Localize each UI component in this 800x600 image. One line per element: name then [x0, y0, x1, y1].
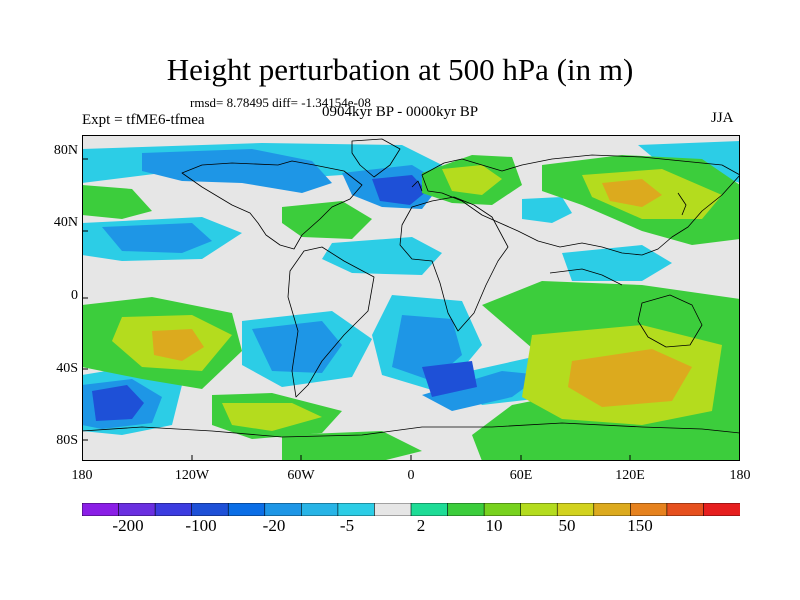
- page-title: Height perturbation at 500 hPa (in m): [166, 52, 634, 87]
- colorbar-label-150: 150: [627, 516, 653, 535]
- colorbar-swatch: [118, 503, 156, 516]
- colorbar-label-neg200: -200: [112, 516, 144, 535]
- lon-tick-180w: 180: [71, 468, 93, 483]
- colorbar-swatch: [264, 503, 303, 516]
- stats-line: rmsd= 8.78495 diff= -1.34154e-08: [190, 95, 371, 110]
- indonesia-outline: [549, 268, 623, 286]
- height-perturbation-map: [82, 135, 740, 461]
- colorbar-swatch: [447, 503, 485, 516]
- lat-tick-0: 0: [71, 288, 78, 303]
- japan-outline: [677, 192, 687, 216]
- australia-outline: [637, 294, 703, 348]
- colorbar-swatch: [191, 503, 230, 516]
- colorbar-swatch: [630, 503, 668, 516]
- lon-tick-120w: 120W: [174, 468, 210, 483]
- colorbar-swatch: [593, 503, 632, 516]
- colorbar-swatch: [666, 503, 705, 516]
- lon-tick-180e: 180: [729, 468, 751, 483]
- field-strong-positive: [152, 179, 692, 407]
- colorbar-label-neg5: -5: [339, 516, 355, 535]
- colorbar: [82, 503, 740, 516]
- period-label: 0904kyr BP - 0000kyr BP: [322, 104, 479, 120]
- colorbar-swatch: [154, 503, 193, 516]
- colorbar-swatch: [703, 503, 740, 516]
- lon-tick-0: 0: [407, 468, 415, 483]
- colorbar-label-neg100: -100: [185, 516, 217, 535]
- colorbar-swatch: [374, 503, 412, 516]
- north-america-outline: [181, 160, 363, 250]
- coastlines: [82, 138, 740, 438]
- colorbar-swatch: [410, 503, 449, 516]
- field-strong-negative: [92, 175, 477, 421]
- lon-tick-60e: 60E: [509, 468, 533, 483]
- lon-tick-120e: 120E: [615, 468, 645, 483]
- colorbar-swatch: [82, 503, 120, 516]
- british-isles-outline: [411, 180, 423, 192]
- lon-tick-60w: 60W: [287, 468, 315, 483]
- eurasia-outline: [421, 154, 740, 256]
- lat-tick-40s: 40S: [56, 361, 78, 376]
- colorbar-label-neg20: -20: [262, 516, 286, 535]
- lat-tick-40n: 40N: [53, 215, 78, 230]
- experiment-label: Expt = tfME6-tfmea: [82, 112, 205, 128]
- antarctica-outline: [82, 422, 740, 438]
- colorbar-label-2: 2: [416, 516, 426, 535]
- south-america-outline: [287, 246, 375, 398]
- colorbar-swatch: [227, 503, 266, 516]
- season-label: JJA: [711, 110, 734, 126]
- africa-outline: [399, 196, 509, 332]
- lat-tick-80s: 80S: [56, 433, 78, 448]
- colorbar-label-10: 10: [485, 516, 503, 535]
- colorbar-label-50: 50: [558, 516, 576, 535]
- colorbar-swatch: [483, 503, 522, 516]
- colorbar-swatch: [301, 503, 339, 516]
- map-ticks: [82, 158, 631, 461]
- colorbar-swatch: [520, 503, 559, 516]
- colorbar-swatch: [556, 503, 595, 516]
- greenland-outline: [351, 138, 401, 178]
- colorbar-swatch: [337, 503, 376, 516]
- lat-tick-80n: 80N: [53, 143, 78, 158]
